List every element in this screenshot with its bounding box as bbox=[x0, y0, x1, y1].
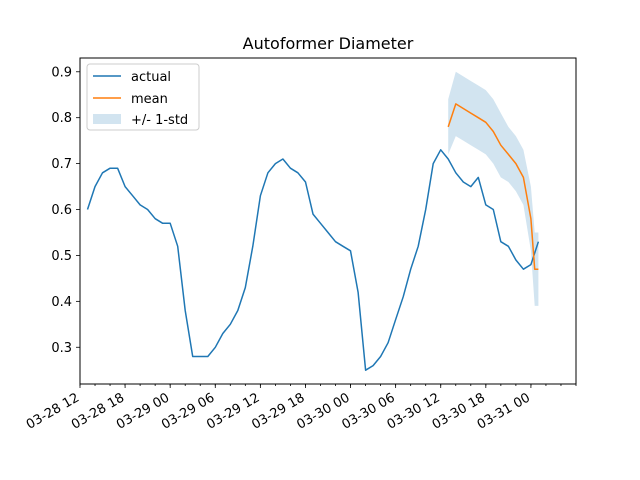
y-tick-label: 0.4 bbox=[51, 295, 72, 310]
axes-frame bbox=[79, 57, 577, 385]
legend-label: mean bbox=[131, 92, 168, 107]
y-tick-label: 0.5 bbox=[51, 249, 72, 264]
y-tick-label: 0.7 bbox=[51, 157, 72, 172]
y-tick-label: 0.9 bbox=[51, 65, 72, 80]
legend-label: actual bbox=[131, 70, 171, 85]
legend-box bbox=[86, 63, 200, 131]
plot-area bbox=[86, 71, 540, 371]
y-tick-label: 0.3 bbox=[51, 341, 72, 356]
legend-label: +/- 1-std bbox=[131, 113, 188, 128]
std-band bbox=[448, 71, 539, 306]
y-tick-label: 0.8 bbox=[51, 111, 72, 126]
series-line-mean bbox=[447, 103, 539, 270]
series-line-actual bbox=[86, 149, 540, 371]
chart-title: Autoformer Diameter bbox=[243, 34, 414, 53]
legend: actual mean +/- 1-std bbox=[86, 63, 200, 131]
y-axis: 0.3 0.4 0.5 0.6 0.7 0.8 0.9 bbox=[51, 65, 80, 356]
y-tick-label: 0.6 bbox=[51, 203, 72, 218]
legend-swatch-std bbox=[93, 114, 121, 124]
